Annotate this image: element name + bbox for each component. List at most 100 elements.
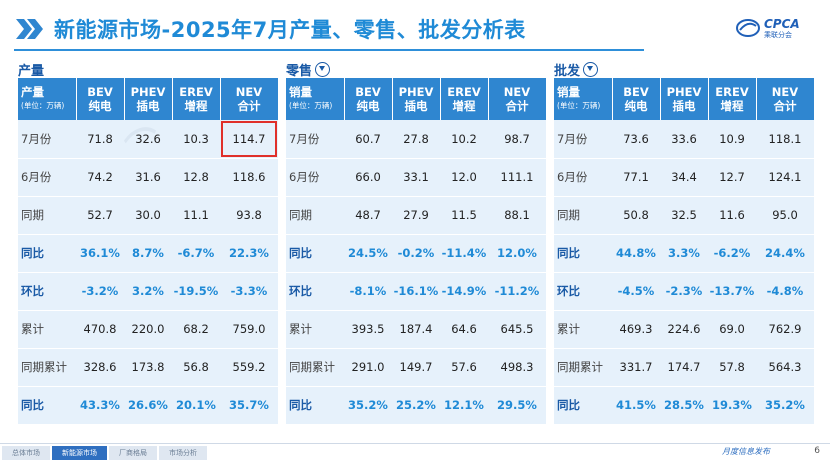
table-cell: 52.7 bbox=[76, 196, 124, 235]
table-cell: 57.6 bbox=[440, 348, 488, 387]
footer-tab[interactable]: 总体市场 bbox=[2, 445, 50, 460]
table-cell: 36.1% bbox=[76, 234, 124, 273]
page-title: 新能源市场-2025年7月产量、零售、批发分析表 bbox=[54, 18, 526, 42]
row-label: 同比 bbox=[286, 234, 344, 273]
column-header-name: 纯电 bbox=[88, 99, 112, 113]
table-row: 同比 44.8% 3.3% -6.2% 24.4% bbox=[554, 234, 814, 273]
table-cell: 88.1 bbox=[488, 196, 546, 235]
table-cell: -19.5% bbox=[172, 272, 220, 311]
table-cell: 44.8% bbox=[612, 234, 660, 273]
table-cell: 124.1 bbox=[756, 158, 814, 197]
column-header-code: EREV bbox=[715, 85, 749, 99]
column-header-name: 插电 bbox=[672, 99, 696, 113]
table-cell: 27.9 bbox=[392, 196, 440, 235]
row-label: 同期累计 bbox=[18, 348, 76, 387]
retail-table: 销量 (单位：万辆) BEV 纯电 PHEV 插电 EREV 增程 NEV 合计 7月份 60.7 27… bbox=[286, 78, 547, 425]
table-row: 同期累计 291.0 149.7 57.6 498.3 bbox=[286, 348, 546, 387]
double-chevron-icon bbox=[14, 17, 44, 41]
footer-tab[interactable]: 新能源市场 bbox=[52, 445, 107, 460]
production-table: 产量 (单位：万辆) BEV 纯电 PHEV 插电 EREV 增程 NEV 合计 7月份 71.8 32… bbox=[18, 78, 279, 425]
column-header-code: BEV bbox=[87, 85, 113, 99]
table-row: 同期 48.7 27.9 11.5 88.1 bbox=[286, 196, 546, 235]
table-cell: 24.5% bbox=[344, 234, 392, 273]
table-cell: 174.7 bbox=[660, 348, 708, 387]
table-row: 同比 36.1% 8.7% -6.7% 22.3% bbox=[18, 234, 278, 273]
table-row: 6月份 74.2 31.6 12.8 118.6 bbox=[18, 158, 278, 197]
column-header-name: 纯电 bbox=[356, 99, 380, 113]
table-cell: 26.6% bbox=[124, 386, 172, 425]
column-header-name: 合计 bbox=[237, 99, 261, 113]
table-cell: 41.5% bbox=[612, 386, 660, 425]
row-label: 累计 bbox=[286, 310, 344, 349]
table-cell: 48.7 bbox=[344, 196, 392, 235]
column-header: PHEV 插电 bbox=[392, 78, 441, 120]
column-header: EREV 增程 bbox=[440, 78, 489, 120]
highlighted-cell: 114.7 bbox=[220, 120, 278, 159]
column-header: NEV 合计 bbox=[756, 78, 815, 120]
logo-subtext: 乘联分会 bbox=[764, 30, 792, 39]
table-row: 累计 469.3 224.6 69.0 762.9 bbox=[554, 310, 814, 349]
footer-tab[interactable]: 市场分析 bbox=[159, 445, 207, 460]
column-header-name: 合计 bbox=[505, 99, 529, 113]
table-cell: 22.3% bbox=[220, 234, 278, 273]
section-label-wholesale[interactable]: 批发 bbox=[554, 60, 599, 79]
footer-tab[interactable]: 厂商格局 bbox=[109, 445, 157, 460]
table-cell: -0.2% bbox=[392, 234, 440, 273]
column-header-name: 合计 bbox=[773, 99, 797, 113]
header-unit: (单位：万辆) bbox=[557, 101, 601, 110]
table-cell: 393.5 bbox=[344, 310, 392, 349]
table-cell: 24.4% bbox=[756, 234, 814, 273]
table-cell: 35.7% bbox=[220, 386, 278, 425]
table-cell: 291.0 bbox=[344, 348, 392, 387]
table-cell: 19.3% bbox=[708, 386, 756, 425]
column-header-code: NEV bbox=[771, 85, 799, 99]
table-cell: 29.5% bbox=[488, 386, 546, 425]
table-cell: 98.7 bbox=[488, 120, 546, 159]
column-header-code: EREV bbox=[179, 85, 213, 99]
table-cell: -6.2% bbox=[708, 234, 756, 273]
table-cell: 118.1 bbox=[756, 120, 814, 159]
table-cell: 33.1 bbox=[392, 158, 440, 197]
column-header-code: BEV bbox=[355, 85, 381, 99]
row-label: 7月份 bbox=[554, 120, 612, 159]
table-cell: 11.1 bbox=[172, 196, 220, 235]
table-cell: 11.6 bbox=[708, 196, 756, 235]
table-cell: 498.3 bbox=[488, 348, 546, 387]
row-label: 同期 bbox=[18, 196, 76, 235]
table-cell: 27.8 bbox=[392, 120, 440, 159]
table-row: 环比 -3.2% 3.2% -19.5% -3.3% bbox=[18, 272, 278, 311]
row-label: 环比 bbox=[554, 272, 612, 311]
column-header-name: 纯电 bbox=[624, 99, 648, 113]
row-label: 6月份 bbox=[286, 158, 344, 197]
table-cell: 30.0 bbox=[124, 196, 172, 235]
table-cell: 56.8 bbox=[172, 348, 220, 387]
column-header: BEV 纯电 bbox=[76, 78, 125, 120]
row-label: 7月份 bbox=[286, 120, 344, 159]
table-cell: -13.7% bbox=[708, 272, 756, 311]
table-cell: 60.7 bbox=[344, 120, 392, 159]
table-cell: 33.6 bbox=[660, 120, 708, 159]
row-label: 6月份 bbox=[554, 158, 612, 197]
table-row: 同比 41.5% 28.5% 19.3% 35.2% bbox=[554, 386, 814, 425]
row-label: 同比 bbox=[554, 386, 612, 425]
table-row: 7月份 60.7 27.8 10.2 98.7 bbox=[286, 120, 546, 159]
table-cell: 8.7% bbox=[124, 234, 172, 273]
title-underline bbox=[14, 49, 644, 51]
section-label-retail[interactable]: 零售 bbox=[286, 60, 331, 79]
table-cell: 73.6 bbox=[612, 120, 660, 159]
table-cell: 759.0 bbox=[220, 310, 278, 349]
table-cell: 10.2 bbox=[440, 120, 488, 159]
table-cell: 173.8 bbox=[124, 348, 172, 387]
header-unit: (单位：万辆) bbox=[289, 101, 333, 110]
wholesale-grid: 销量 (单位：万辆) BEV 纯电 PHEV 插电 EREV 增程 NEV 合计 7月份 73.6 33… bbox=[554, 78, 815, 425]
table-cell: 93.8 bbox=[220, 196, 278, 235]
table-row: 7月份 71.8 32.6 10.3 114.7 bbox=[18, 120, 278, 159]
row-label: 6月份 bbox=[18, 158, 76, 197]
table-row: 环比 -4.5% -2.3% -13.7% -4.8% bbox=[554, 272, 814, 311]
row-label: 同期 bbox=[554, 196, 612, 235]
table-cell: 12.7 bbox=[708, 158, 756, 197]
page-number: 6 bbox=[814, 446, 820, 456]
production-grid: 产量 (单位：万辆) BEV 纯电 PHEV 插电 EREV 增程 NEV 合计 7月份 71.8 32… bbox=[18, 78, 279, 425]
table-cell: 25.2% bbox=[392, 386, 440, 425]
table-cell: 66.0 bbox=[344, 158, 392, 197]
